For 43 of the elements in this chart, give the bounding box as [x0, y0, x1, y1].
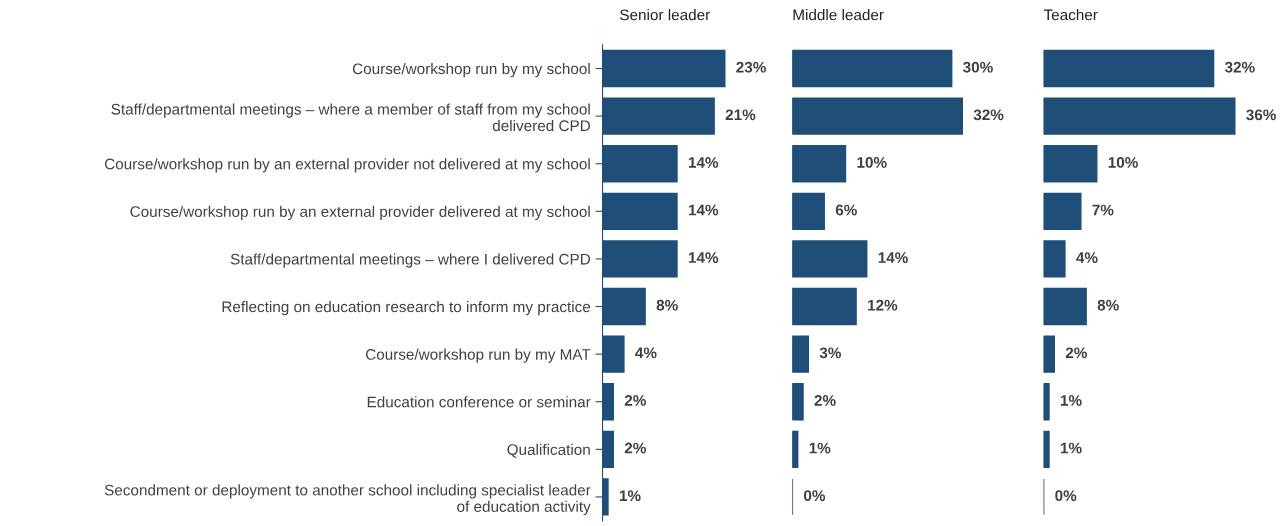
y-tick-label: Staff/departmental meetings – where a member of staff from my school delivered CPD — [111, 103, 591, 132]
data-label: 23% — [736, 61, 766, 73]
data-label: 2% — [624, 442, 646, 454]
data-label: 1% — [809, 442, 831, 454]
y-tick-label: Secondment or deployment to another school including specialist leader of education activity — [104, 484, 591, 515]
data-label: 14% — [688, 157, 719, 168]
data-label: 14% — [688, 252, 719, 263]
data-label: 2% — [1065, 347, 1087, 359]
data-label: 3% — [819, 347, 841, 359]
data-label: 32% — [973, 109, 1004, 121]
data-label: 4% — [635, 347, 657, 359]
y-tick-label: Qualification — [507, 443, 590, 458]
y-tick-label: Education conference or seminar — [367, 396, 591, 408]
data-label: 36% — [1246, 109, 1276, 121]
data-label: 14% — [688, 204, 719, 216]
data-label: 12% — [868, 299, 898, 311]
chart-title: Teacher — [1043, 9, 1098, 21]
data-label: 21% — [725, 109, 756, 121]
data-label: 2% — [624, 395, 646, 406]
y-tick-label: Course/workshop run by an external provider not delivered at my school — [104, 158, 590, 173]
data-label: 8% — [656, 299, 678, 311]
data-label: 8% — [1097, 299, 1119, 311]
data-label: 0% — [803, 490, 826, 502]
data-label: 0% — [1055, 490, 1077, 502]
data-label: 30% — [963, 61, 993, 73]
y-tick-label: Staff/departmental meetings – where I delivered CPD — [230, 253, 591, 268]
y-tick-label: Course/workshop run by my school — [352, 62, 590, 78]
data-label: 10% — [857, 157, 887, 168]
chart-title: Middle leader — [793, 9, 884, 21]
data-label: 32% — [1224, 61, 1255, 73]
data-label: 10% — [1108, 157, 1138, 168]
data-label: 14% — [878, 252, 908, 263]
y-tick-label: Course/workshop run by my MAT — [365, 348, 591, 363]
data-label: 6% — [835, 204, 857, 216]
y-tick-label: Course/workshop run by an external provider delivered at my school — [130, 205, 590, 221]
data-label: 1% — [1060, 395, 1082, 406]
chart-title: Senior leader — [620, 9, 710, 21]
data-label: 2% — [814, 395, 836, 406]
data-label: 1% — [1060, 442, 1082, 454]
y-tick-label: Reflecting on education research to inform my practice — [222, 300, 591, 316]
data-label: 1% — [619, 490, 641, 502]
data-label: 4% — [1076, 252, 1098, 263]
data-label: 7% — [1092, 204, 1114, 216]
